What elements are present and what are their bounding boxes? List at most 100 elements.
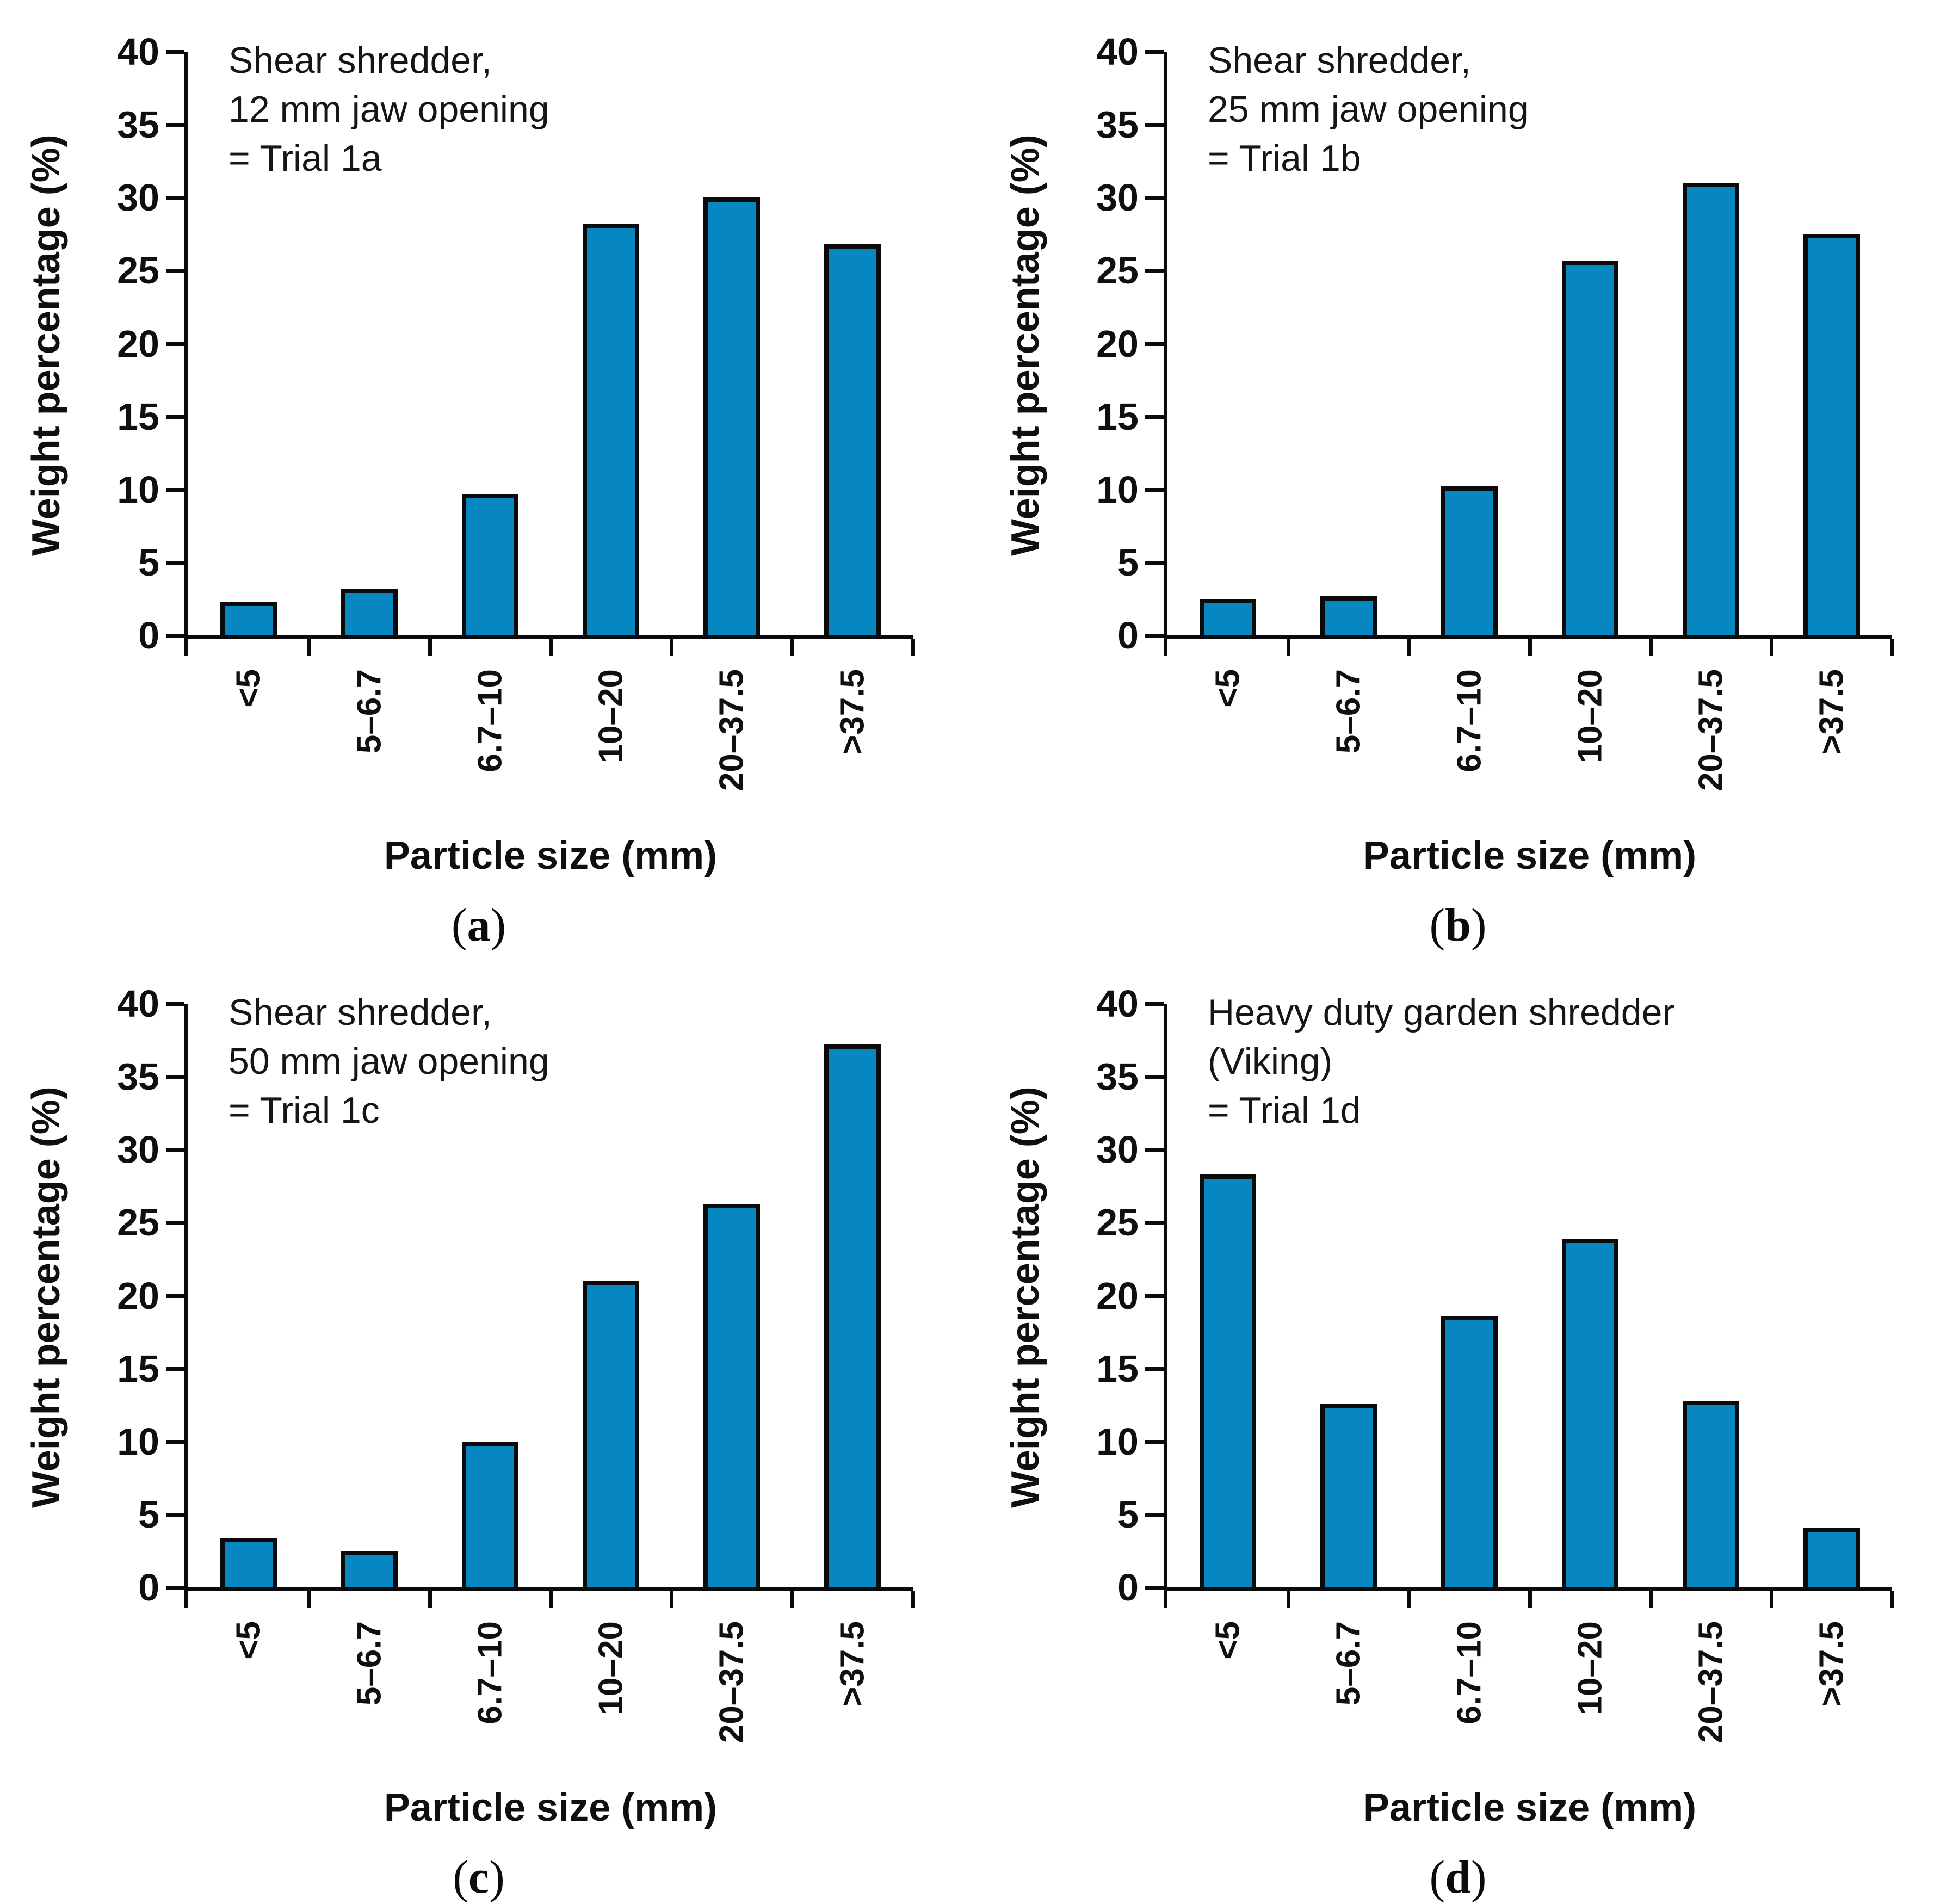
y-tick-mark — [166, 1367, 184, 1371]
x-tick-mark — [790, 1591, 794, 1608]
x-tick-label: 6.7–10 — [1450, 1621, 1488, 1724]
y-tick-label: 25 — [1096, 1201, 1139, 1244]
x-tick-label: 5–6.7 — [350, 1621, 388, 1706]
y-tick-mark — [166, 123, 184, 127]
x-tick-mark — [307, 1591, 311, 1608]
y-tick-label: 20 — [117, 322, 159, 365]
y-tick-mark — [166, 634, 184, 638]
chart-title: Shear shredder, 50 mm jaw opening = Trial … — [228, 988, 549, 1135]
bar-6.7–10 — [1441, 486, 1498, 639]
y-tick-mark — [166, 487, 184, 492]
panel-letter: (b) — [1429, 898, 1486, 952]
chart-panel-c: Shear shredder, 50 mm jaw opening = Trial … — [0, 952, 979, 1904]
panel-letter-paren-close: ) — [489, 1851, 505, 1903]
y-tick-label: 10 — [1096, 1420, 1139, 1463]
y-tick-label: 35 — [1096, 103, 1139, 146]
bar-6.7–10 — [462, 1442, 518, 1591]
x-axis-label: Particle size (mm) — [384, 1786, 718, 1829]
bar->37.5 — [824, 1044, 881, 1591]
x-tick-label: 5–6.7 — [1330, 1621, 1368, 1706]
bar-6.7–10 — [1441, 1316, 1498, 1591]
panel-letter: (c) — [453, 1850, 504, 1904]
y-tick-mark — [1145, 1586, 1164, 1590]
y-tick-label: 10 — [117, 1420, 159, 1463]
x-tick-mark — [1287, 1591, 1290, 1608]
y-tick-mark — [166, 1294, 184, 1298]
x-tick-label: 6.7–10 — [471, 669, 509, 772]
y-tick-mark — [1145, 1148, 1164, 1152]
y-tick-label: 40 — [117, 30, 159, 73]
y-tick-mark — [1145, 269, 1164, 273]
bar-10–20 — [583, 1281, 639, 1591]
bar-5–6.7 — [1320, 1404, 1377, 1591]
x-tick-mark — [1164, 639, 1167, 656]
y-tick-mark — [1145, 1221, 1164, 1225]
chart-title: Heavy duty garden shredder (Viking) = Tria… — [1208, 988, 1674, 1135]
y-tick-mark — [1145, 415, 1164, 419]
x-tick-mark — [1770, 1591, 1773, 1608]
bar-<5 — [1200, 599, 1256, 639]
panel-letter: (d) — [1429, 1850, 1486, 1904]
y-axis-line — [1164, 1004, 1167, 1591]
x-axis-label: Particle size (mm) — [1363, 1786, 1697, 1829]
panel-letter: (a) — [452, 898, 506, 952]
y-tick-label: 30 — [1096, 1128, 1139, 1171]
panel-letter-paren-open: ( — [451, 899, 467, 951]
y-tick-label: 15 — [117, 1347, 159, 1390]
x-axis-line — [1164, 635, 1892, 639]
y-tick-label: 0 — [138, 614, 159, 657]
y-tick-label: 20 — [1096, 322, 1139, 365]
panel-letter-char: d — [1445, 1851, 1471, 1903]
y-tick-label: 5 — [138, 541, 159, 584]
y-tick-mark — [1145, 50, 1164, 54]
chart-panel-d: Heavy duty garden shredder (Viking) = Tria… — [979, 952, 1958, 1904]
panel-letter-paren-open: ( — [453, 1851, 468, 1903]
x-tick-label: 10–20 — [1571, 669, 1609, 763]
x-tick-label: <5 — [230, 1621, 268, 1660]
bar-<5 — [220, 1538, 277, 1591]
x-tick-label: 10–20 — [592, 669, 630, 763]
x-tick-mark — [1528, 1591, 1532, 1608]
bar-10–20 — [1562, 261, 1618, 639]
chart-title-line: = Trial 1c — [228, 1090, 380, 1131]
y-tick-mark — [166, 1002, 184, 1006]
x-tick-mark — [184, 639, 188, 656]
y-tick-mark — [166, 1221, 184, 1225]
x-tick-mark — [1407, 639, 1411, 656]
bar-5–6.7 — [1320, 596, 1377, 639]
bar-<5 — [1200, 1174, 1256, 1591]
x-tick-mark — [670, 639, 673, 656]
x-tick-mark — [911, 1591, 915, 1608]
x-tick-label: 20–37.5 — [713, 1621, 751, 1744]
y-tick-label: 40 — [1096, 982, 1139, 1025]
y-tick-label: 15 — [1096, 1347, 1139, 1390]
chart-title-line: = Trial 1b — [1208, 138, 1361, 179]
y-tick-mark — [166, 415, 184, 419]
x-tick-label: 10–20 — [1571, 1621, 1609, 1715]
y-tick-mark — [1145, 634, 1164, 638]
y-tick-mark — [1145, 560, 1164, 565]
y-tick-mark — [1145, 342, 1164, 346]
x-axis-line — [184, 635, 913, 639]
y-tick-label: 30 — [1096, 176, 1139, 219]
y-tick-label: 40 — [1096, 30, 1139, 73]
x-tick-mark — [428, 639, 432, 656]
panel-letter-paren-open: ( — [1429, 899, 1445, 951]
x-tick-label: 6.7–10 — [1450, 669, 1488, 772]
y-tick-mark — [166, 1439, 184, 1444]
bar-10–20 — [1562, 1239, 1618, 1591]
chart-title-line: 12 mm jaw opening — [228, 89, 549, 130]
bar->37.5 — [1803, 234, 1860, 639]
chart-title-line: Shear shredder, — [1208, 40, 1471, 81]
panel-letter-paren-close: ) — [1470, 1851, 1487, 1903]
x-tick-mark — [428, 1591, 432, 1608]
y-tick-mark — [1145, 196, 1164, 200]
chart-title-line: Shear shredder, — [228, 992, 492, 1033]
y-tick-label: 5 — [1117, 541, 1139, 584]
x-tick-label: >37.5 — [1813, 1621, 1851, 1707]
y-tick-mark — [1145, 1512, 1164, 1517]
x-tick-label: <5 — [1209, 669, 1247, 708]
x-tick-mark — [1890, 1591, 1894, 1608]
y-tick-label: 10 — [1096, 468, 1139, 511]
